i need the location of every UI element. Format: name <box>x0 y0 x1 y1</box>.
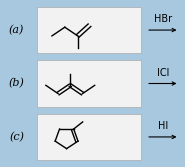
FancyBboxPatch shape <box>37 60 141 107</box>
Text: (a): (a) <box>9 25 24 35</box>
Text: (c): (c) <box>9 132 24 142</box>
Text: HBr: HBr <box>154 14 172 24</box>
FancyBboxPatch shape <box>37 114 141 160</box>
FancyBboxPatch shape <box>37 7 141 53</box>
Text: (b): (b) <box>9 78 25 89</box>
Text: ICl: ICl <box>157 68 169 78</box>
Text: HI: HI <box>158 121 168 131</box>
